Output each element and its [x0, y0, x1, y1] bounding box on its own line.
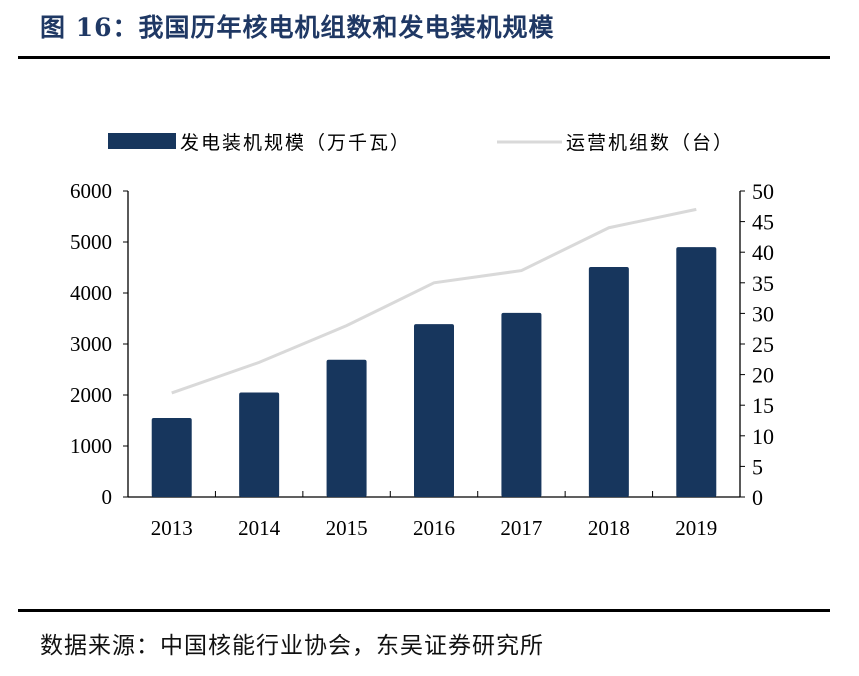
left-tick-label: 5000: [70, 230, 112, 254]
bar-2018: [588, 266, 629, 497]
left-tick-label: 6000: [70, 179, 112, 203]
right-tick-label: 35: [752, 271, 774, 296]
x-tick-label: 2015: [326, 516, 368, 540]
bar-2016: [414, 324, 454, 497]
figure-title: 图 16：我国历年核电机组数和发电装机规模: [40, 13, 555, 42]
left-tick-label: 0: [102, 485, 113, 509]
legend-line-label: 运营机组数（台）: [566, 132, 734, 154]
legend-bar-label: 发电装机规模（万千瓦）: [180, 132, 411, 154]
left-tick-label: 3000: [70, 332, 112, 356]
x-tick-label: 2017: [500, 516, 542, 540]
x-tick-label: 2018: [588, 516, 630, 540]
bar-2014: [239, 392, 280, 497]
right-tick-label: 40: [752, 240, 774, 265]
bottom-rule: [18, 609, 830, 612]
right-tick-label: 20: [752, 363, 774, 388]
top-rule: [18, 56, 830, 59]
x-tick-label: 2019: [675, 516, 717, 540]
right-tick-label: 25: [752, 332, 774, 357]
bar-2015: [326, 359, 367, 497]
x-tick-label: 2014: [238, 516, 281, 540]
bar-2019: [676, 247, 717, 497]
source-note: 数据来源：中国核能行业协会，东吴证券研究所: [40, 633, 544, 659]
left-tick-label: 1000: [70, 434, 112, 458]
bar-2013: [151, 417, 192, 497]
legend-bar-swatch: [108, 133, 176, 149]
right-tick-label: 45: [752, 210, 774, 235]
right-tick-label: 5: [752, 454, 763, 479]
x-tick-label: 2013: [151, 516, 193, 540]
right-tick-label: 50: [752, 179, 774, 204]
right-tick-label: 0: [752, 485, 763, 510]
bar-2017: [501, 312, 542, 497]
right-tick-label: 10: [752, 424, 774, 449]
left-tick-label: 4000: [70, 281, 112, 305]
x-tick-label: 2016: [413, 516, 455, 540]
right-tick-label: 15: [752, 393, 774, 418]
left-tick-label: 2000: [70, 383, 112, 407]
right-tick-label: 30: [752, 301, 774, 326]
